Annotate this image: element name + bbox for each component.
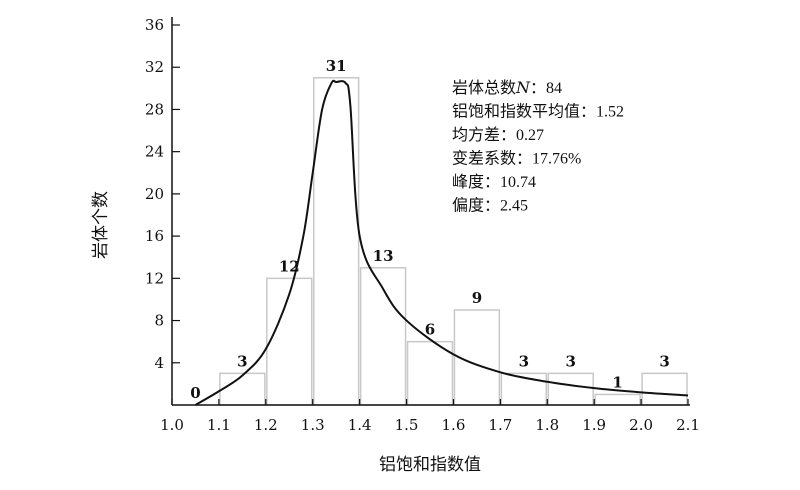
bar-value-label: 9 <box>472 289 482 307</box>
x-tick-label: 1.6 <box>442 416 466 434</box>
x-tick-label: 1.8 <box>535 416 559 434</box>
statistics-annotation: 岩体总数N：84 铝饱和指数平均值：1.52 均方差：0.27 变差系数：17.76%… <box>452 78 624 215</box>
stat-line: 峰度：10.74 <box>452 172 536 191</box>
y-axis-ticks: 4 8 12 16 20 24 28 32 36 <box>145 16 180 372</box>
bar-value-label: 6 <box>425 321 435 339</box>
x-tick-label: 1.7 <box>488 416 512 434</box>
x-tick-label: 1.2 <box>254 416 278 434</box>
x-axis-ticks: 1.0 1.1 1.2 1.3 1.4 1.5 1.6 1.7 1.8 1.9 2.0 2.1 <box>160 399 700 434</box>
bar-value-label: 31 <box>326 57 347 75</box>
y-axis-title: 岩体个数 <box>91 191 111 259</box>
histogram-bar <box>547 372 594 406</box>
x-tick-label: 1.3 <box>301 416 325 434</box>
histogram-bar <box>219 372 266 406</box>
x-tick-label: 1.1 <box>207 416 231 434</box>
histogram-bar <box>406 340 454 406</box>
y-tick-label: 24 <box>145 143 164 161</box>
x-tick-label: 1.0 <box>160 416 184 434</box>
x-tick-label: 1.4 <box>348 416 372 434</box>
stat-line: 均方差：0.27 <box>452 125 544 144</box>
bar-value-label: 3 <box>659 352 669 370</box>
y-tick-label: 20 <box>145 185 164 203</box>
histogram-bar <box>641 372 688 406</box>
y-tick-label: 36 <box>145 16 164 34</box>
y-tick-label: 4 <box>154 354 164 372</box>
bar-value-label: 3 <box>237 352 247 370</box>
x-tick-label: 1.9 <box>582 416 606 434</box>
y-tick-label: 28 <box>145 100 164 118</box>
stat-line: 岩体总数N：84 <box>452 78 562 97</box>
y-tick-label: 32 <box>145 58 164 76</box>
bar-value-label: 0 <box>190 384 200 402</box>
x-tick-label: 1.5 <box>395 416 419 434</box>
bar-value-label: 3 <box>519 352 529 370</box>
y-tick-label: 16 <box>145 227 164 245</box>
x-tick-label: 2.0 <box>629 416 653 434</box>
x-tick-label: 2.1 <box>676 416 700 434</box>
chart-axes <box>171 17 690 406</box>
fitted-distribution-curve <box>194 79 689 406</box>
y-tick-label: 8 <box>154 312 164 330</box>
bar-value-label: 12 <box>279 257 300 275</box>
histogram-bar <box>266 277 313 406</box>
bar-value-label: 3 <box>566 352 576 370</box>
x-axis-title: 铝饱和指数值 <box>379 455 481 475</box>
stat-line: 变差系数：17.76% <box>452 149 581 168</box>
stat-line: 偏度：2.45 <box>452 196 528 215</box>
histogram-bar <box>594 393 641 406</box>
bar-value-label: 1 <box>612 373 622 391</box>
bar-value-label: 13 <box>373 247 394 265</box>
y-tick-label: 12 <box>145 269 164 287</box>
stat-line: 铝饱和指数平均值：1.52 <box>452 102 624 121</box>
